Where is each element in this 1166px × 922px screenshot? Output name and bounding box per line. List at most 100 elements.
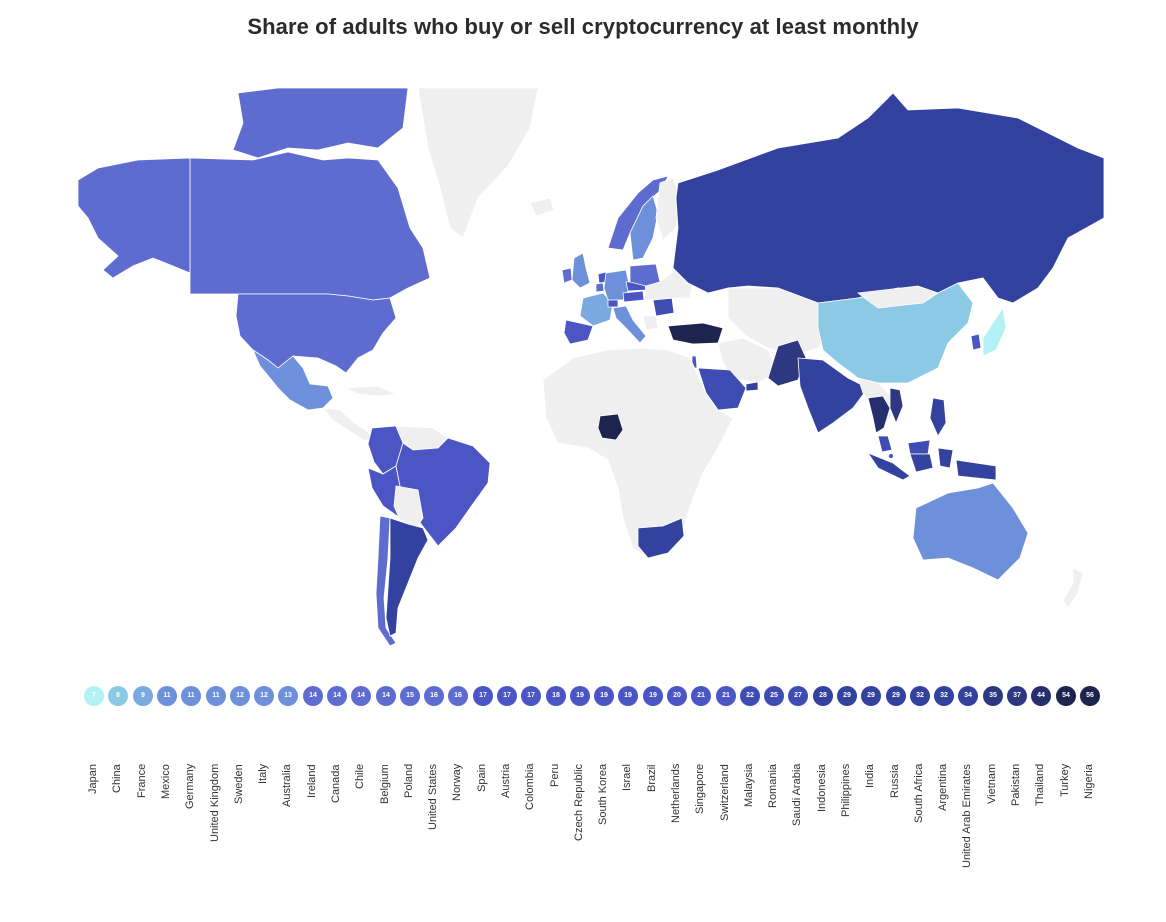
value-dot-japan: 7	[84, 686, 104, 706]
philippines-shape[interactable]	[929, 397, 947, 437]
sweden-shape[interactable]	[629, 195, 659, 261]
country-label-saudi-arabia: Saudi Arabia	[788, 764, 808, 914]
mexico-shape[interactable]	[252, 348, 334, 411]
value-dot-nigeria: 56	[1080, 686, 1100, 706]
value-dot-vietnam: 35	[983, 686, 1003, 706]
country-label-colombia: Colombia	[521, 764, 541, 914]
country-label-norway: Norway	[448, 764, 468, 914]
country-label-text: Ireland	[306, 764, 318, 798]
country-label-text: Romania	[767, 764, 779, 809]
country-label-text: Canada	[330, 764, 342, 803]
india-shape[interactable]	[797, 357, 869, 434]
country-label-russia: Russia	[886, 764, 906, 914]
iceland-shape	[529, 197, 555, 217]
germany-shape[interactable]	[603, 269, 631, 301]
france-shape[interactable]	[579, 292, 614, 327]
country-label-text: Argentina	[937, 764, 949, 812]
central-asia-shape	[727, 287, 839, 357]
value-dot-united-arab-emirates: 34	[958, 686, 978, 706]
country-label-text: Japan	[87, 764, 99, 794]
thailand-shape[interactable]	[867, 395, 891, 434]
value-dot-mexico: 11	[157, 686, 177, 706]
country-label-text: Russia	[889, 764, 901, 798]
country-label-romania: Romania	[764, 764, 784, 914]
country-label-text: Switzerland	[719, 764, 731, 821]
canada-shape[interactable]	[189, 151, 431, 301]
greenland-shape	[417, 88, 539, 239]
country-label-philippines: Philippines	[837, 764, 857, 914]
spain-shape[interactable]	[563, 319, 594, 345]
austria-shape[interactable]	[622, 290, 645, 303]
country-label-france: France	[133, 764, 153, 914]
south-africa-shape[interactable]	[637, 517, 685, 559]
country-label-text: Belgium	[379, 764, 391, 804]
country-label-text: Turkey	[1059, 764, 1071, 798]
central-america-shape	[322, 407, 375, 441]
poland-shape[interactable]	[629, 263, 661, 287]
uae-shape[interactable]	[745, 381, 759, 392]
italy-shape[interactable]	[612, 305, 647, 344]
australia-shape[interactable]	[912, 482, 1029, 581]
malaysia-shape[interactable]	[877, 435, 931, 455]
country-label-ireland: Ireland	[303, 764, 323, 914]
country-label-indonesia: Indonesia	[813, 764, 833, 914]
value-dot-philippines: 29	[837, 686, 857, 706]
value-dot-saudi-arabia: 27	[788, 686, 808, 706]
japan-shape[interactable]	[982, 306, 1007, 357]
belgium-shape[interactable]	[595, 282, 605, 293]
value-dot-argentina: 32	[934, 686, 954, 706]
finland-shape	[655, 177, 681, 241]
alaska-shape[interactable]	[78, 157, 191, 279]
country-label-japan: Japan	[84, 764, 104, 914]
switzerland-shape[interactable]	[607, 299, 619, 308]
indonesia-shape[interactable]	[866, 447, 997, 481]
value-dot-south-korea: 19	[594, 686, 614, 706]
country-label-text: Poland	[403, 764, 415, 799]
value-dot-israel: 19	[618, 686, 638, 706]
country-label-united-arab-emirates: United Arab Emirates	[958, 764, 978, 914]
country-label-text: Czech Republic	[573, 764, 585, 842]
country-label-south-korea: South Korea	[594, 764, 614, 914]
singapore-shape[interactable]	[888, 453, 894, 459]
country-label-brazil: Brazil	[643, 764, 663, 914]
country-label-text: Mexico	[160, 764, 172, 799]
turkey-shape[interactable]	[667, 322, 724, 345]
country-label-text: Philippines	[840, 764, 852, 818]
africa-shape	[542, 347, 734, 559]
country-label-text: Nigeria	[1083, 764, 1095, 799]
country-label-text: India	[864, 764, 876, 788]
vietnam-shape[interactable]	[889, 387, 904, 425]
south-korea-shape[interactable]	[970, 333, 982, 351]
country-label-text: Peru	[549, 764, 561, 788]
country-label-text: Indonesia	[816, 764, 828, 812]
country-label-text: Austria	[500, 764, 512, 799]
value-dot-united-kingdom: 11	[206, 686, 226, 706]
value-dot-united-states: 16	[424, 686, 444, 706]
country-label-singapore: Singapore	[691, 764, 711, 914]
country-label-turkey: Turkey	[1056, 764, 1076, 914]
value-dot-turkey: 54	[1056, 686, 1076, 706]
value-dot-belgium: 14	[376, 686, 396, 706]
value-dot-poland: 15	[400, 686, 420, 706]
nigeria-shape[interactable]	[597, 413, 624, 441]
chile-shape[interactable]	[375, 515, 397, 647]
country-label-austria: Austria	[497, 764, 517, 914]
value-dot-brazil: 19	[643, 686, 663, 706]
argentina-shape[interactable]	[385, 517, 429, 637]
world-map	[78, 88, 1104, 660]
value-dot-italy: 12	[254, 686, 274, 706]
romania-shape[interactable]	[652, 297, 675, 317]
value-dot-south-africa: 32	[910, 686, 930, 706]
united-kingdom-shape[interactable]	[571, 252, 591, 289]
country-label-nigeria: Nigeria	[1080, 764, 1100, 914]
value-dot-australia: 13	[278, 686, 298, 706]
caribbean-shape	[344, 385, 398, 397]
russia-shape[interactable]	[672, 92, 1104, 304]
value-dot-singapore: 21	[691, 686, 711, 706]
canada-arctic-shape[interactable]	[232, 88, 409, 159]
pakistan-shape[interactable]	[767, 339, 807, 387]
mongolia-shape	[856, 285, 939, 309]
ireland-shape[interactable]	[561, 267, 573, 284]
country-label-israel: Israel	[618, 764, 638, 914]
eastern-europe-shape	[642, 267, 694, 331]
